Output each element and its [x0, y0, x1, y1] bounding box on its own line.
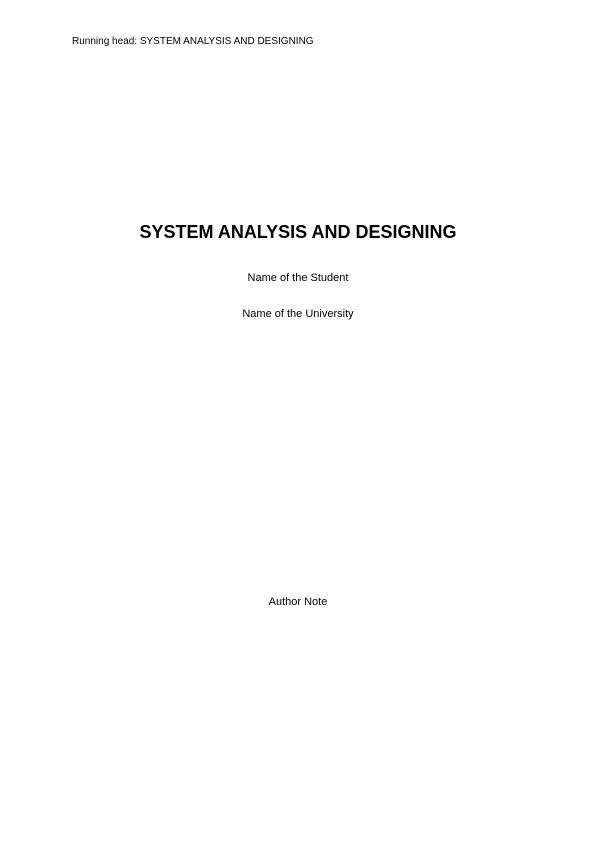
page-title: SYSTEM ANALYSIS AND DESIGNING — [0, 222, 596, 243]
running-head: Running head: SYSTEM ANALYSIS AND DESIGN… — [72, 36, 314, 47]
student-name-placeholder: Name of the Student — [0, 272, 596, 284]
university-name-placeholder: Name of the University — [0, 308, 596, 320]
author-note: Author Note — [0, 596, 596, 608]
